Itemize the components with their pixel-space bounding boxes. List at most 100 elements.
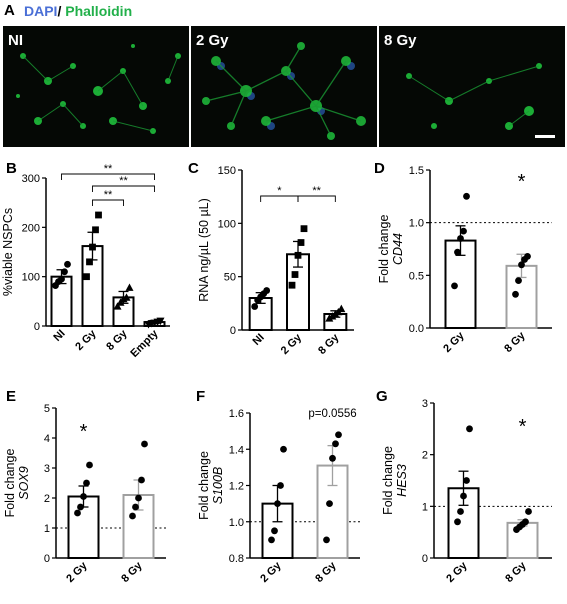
- chart-f-significance-label: p=0.0556: [308, 408, 356, 420]
- chart-d-ytick-label: 1.5: [409, 165, 424, 177]
- chart-d-data-point: [515, 277, 522, 284]
- chart-b-data-point: [92, 226, 99, 234]
- chart-b-ytick-label: 300: [22, 173, 40, 185]
- chart-d-category-label: 8 Gy: [502, 329, 528, 355]
- chart-c-data-point: [294, 251, 302, 259]
- chart-e-y-label: Fold change: [3, 449, 17, 518]
- chart-g-y-label: Fold change: [381, 446, 395, 515]
- chart-e-ytick-label: 5: [44, 403, 50, 415]
- chart-d-significance-label: *: [518, 171, 526, 193]
- chart-b-ytick-label: 200: [22, 222, 40, 234]
- chart-c-data-point: [291, 271, 299, 278]
- chart-d-data-point: [518, 261, 525, 269]
- chart-g-data-point: [463, 477, 470, 484]
- chart-d-data-point: [463, 192, 470, 200]
- chart-e-gene-label: SOX9: [17, 466, 31, 499]
- chart-b-ytick-label: 100: [22, 272, 40, 284]
- chart-f-category-label: 2 Gy: [258, 559, 284, 585]
- chart-c-ytick-label: 0: [230, 325, 236, 337]
- panel-letter-d: D: [374, 160, 385, 177]
- chart-g: 0 1 2 3 Fold change HES3 2 Gy 8 Gy *: [381, 398, 552, 585]
- chart-g-ytick-label: 2: [422, 450, 428, 462]
- chart-b-category-label: 2 Gy: [73, 327, 99, 353]
- micrograph-8gy-image: [406, 63, 542, 130]
- chart-f-data-point: [332, 440, 339, 448]
- chart-e-ytick-label: 0: [44, 553, 50, 565]
- chart-b-data-point: [86, 258, 93, 266]
- chart-b-significance-label: **: [104, 189, 113, 201]
- chart-c-data-point: [300, 225, 308, 233]
- chart-f-data-point: [323, 536, 330, 544]
- chart-e-data-point: [138, 476, 145, 484]
- chart-f-data-point: [335, 431, 342, 439]
- chart-d-data-point: [512, 290, 519, 298]
- chart-f-y-label: Fold change: [197, 451, 211, 520]
- chart-f-data-point: [271, 527, 278, 535]
- micrograph-ni-image: [16, 44, 181, 134]
- chart-d-ytick-label: 1.0: [409, 218, 424, 230]
- chart-c-ytick-label: 50: [224, 272, 236, 284]
- chart-b-y-label: %viable NSPCs: [1, 208, 15, 296]
- panel-letter-b: B: [6, 160, 17, 177]
- chart-f: 0.8 1.0 1.2 1.4 1.6 Fold change S100B 2 Gy 8 Gy p…: [197, 408, 360, 585]
- chart-f-data-point: [280, 445, 287, 453]
- chart-e-ytick-label: 4: [44, 433, 50, 445]
- chart-e-data-point: [132, 503, 139, 511]
- chart-b-ytick-label: 0: [34, 321, 40, 333]
- chart-b-data-point: [83, 273, 90, 281]
- scale-bar: [535, 135, 555, 138]
- chart-b-category-label: Empty: [128, 327, 161, 360]
- chart-g-gene-label: HES3: [395, 464, 409, 497]
- chart-b-data-point: [122, 293, 131, 301]
- chart-b-significance-bracket: [92, 199, 124, 206]
- chart-d-category-label: 2 Gy: [441, 329, 467, 355]
- panel-letter-f: F: [196, 388, 206, 405]
- chart-c-significance-label: *: [277, 185, 282, 197]
- chart-e-ytick-label: 2: [44, 493, 50, 505]
- chart-c-category-label: 2 Gy: [279, 331, 305, 357]
- chart-g-data-point: [522, 518, 529, 526]
- chart-c-data-point: [251, 303, 259, 310]
- chart-c-significance-label: **: [312, 185, 321, 197]
- chart-g-bar: [506, 521, 539, 560]
- chart-e-data-point: [86, 461, 93, 469]
- chart-e-data-point: [129, 512, 136, 520]
- chart-g-data-point: [525, 508, 532, 515]
- chart-b-category-label: 8 Gy: [104, 327, 130, 353]
- chart-g-data-point: [454, 518, 461, 526]
- chart-f-ytick-label: 1.0: [229, 517, 244, 529]
- chart-g-ytick-label: 3: [422, 398, 428, 410]
- chart-e-data-point: [135, 494, 142, 502]
- chart-e-data-point: [77, 503, 84, 511]
- chart-g-significance-label: *: [519, 416, 527, 438]
- chart-c-data-point: [337, 304, 346, 313]
- chart-c-ytick-label: 150: [218, 165, 236, 177]
- chart-d-data-point: [454, 248, 461, 256]
- chart-d-ytick-label: 0.5: [409, 270, 424, 282]
- stain-legend: DAPI/ Phalloidin: [24, 3, 132, 19]
- chart-e-category-label: 8 Gy: [119, 559, 145, 585]
- chart-g-ytick-label: 0: [422, 553, 428, 565]
- chart-d-data-point: [524, 252, 531, 260]
- dapi-label: DAPI: [24, 3, 58, 19]
- chart-d-data-point: [451, 282, 458, 290]
- chart-g-category-label: 8 Gy: [503, 559, 529, 585]
- chart-e-data-point: [74, 509, 81, 517]
- chart-f-category-label: 8 Gy: [313, 559, 339, 585]
- chart-b-data-point: [95, 211, 102, 219]
- chart-g-data-point: [457, 508, 464, 515]
- chart-e-data-point: [80, 493, 87, 500]
- chart-c-data-point: [297, 239, 305, 246]
- chart-b-data-point: [89, 243, 96, 251]
- chart-c-significance-bracket: [297, 195, 336, 202]
- stain-separator: /: [57, 3, 66, 19]
- chart-f-data-point: [329, 454, 336, 462]
- chart-f-data-point: [274, 500, 281, 508]
- chart-d-data-point: [457, 235, 464, 242]
- micrograph-ni: NI: [3, 26, 189, 147]
- chart-b-data-point: [64, 260, 71, 268]
- chart-e: 0 1 2 3 4 5 Fold change SOX9 2 Gy 8 Gy *: [3, 403, 166, 585]
- chart-b-data-point: [113, 302, 122, 310]
- phalloidin-label: Phalloidin: [65, 3, 133, 19]
- chart-g-category-label: 2 Gy: [444, 559, 470, 585]
